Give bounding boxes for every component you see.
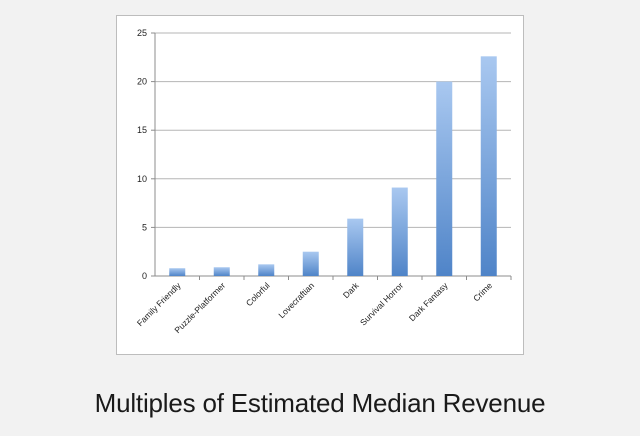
x-category-label: Dark Fantasy [407, 280, 450, 323]
y-tick-label: 20 [137, 77, 147, 87]
x-category-label: Dark [341, 280, 361, 300]
y-tick-label: 0 [142, 271, 147, 281]
slide-title: Multiples of Estimated Median Revenue [94, 388, 546, 418]
x-category-label: Crime [471, 280, 494, 303]
y-tick-label: 5 [142, 222, 147, 232]
x-category-label: Family Friendly [135, 280, 183, 328]
x-category-label: Colorful [244, 280, 272, 308]
bar [436, 81, 453, 276]
y-tick-label: 10 [137, 174, 147, 184]
bar [302, 251, 319, 276]
bar [169, 268, 186, 276]
axes [151, 32, 512, 280]
y-tick-label: 15 [137, 125, 147, 135]
x-category-label: Lovecraftian [276, 280, 316, 320]
gridlines [155, 32, 511, 228]
bar [347, 218, 364, 276]
bar [213, 267, 230, 276]
bars [169, 56, 497, 276]
chart-frame: 0 5 10 15 20 25 Family Friendly Puzzle-Platform… [116, 15, 524, 355]
bar [391, 187, 408, 276]
bar [258, 264, 275, 276]
x-category-label: Survival Horror [358, 280, 405, 327]
bar [480, 56, 497, 276]
y-tick-label: 25 [137, 28, 147, 38]
